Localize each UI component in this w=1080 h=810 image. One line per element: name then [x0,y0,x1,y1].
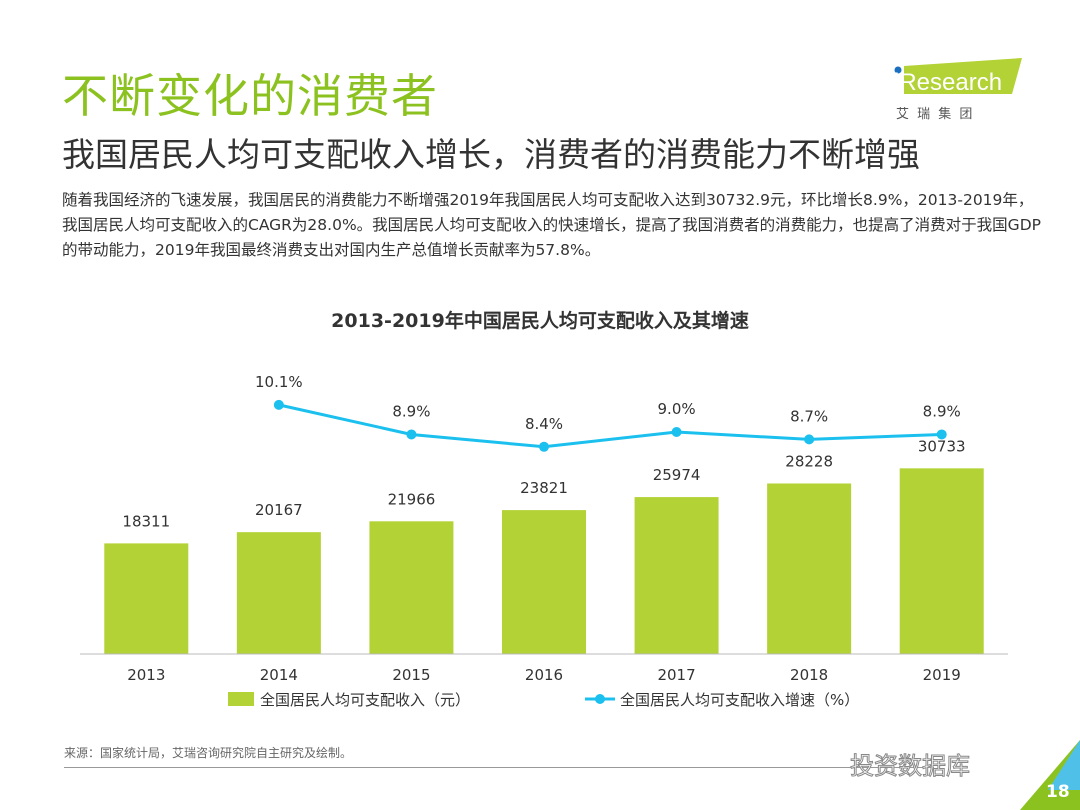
bar-data-label: 28228 [785,452,833,470]
line-data-label: 9.0% [658,400,696,418]
footer-divider [64,767,934,768]
legend-line-marker [595,694,605,704]
legend-bar-swatch [228,692,254,706]
line-point [539,441,549,452]
x-tick-label: 2018 [790,666,828,684]
logo-graphic: iResearch 艾 瑞 集 团 [894,58,1022,122]
bar-data-label: 18311 [122,512,170,530]
x-tick-label: 2015 [392,666,430,684]
bar-data-label: 30733 [918,437,966,455]
x-tick-label: 2017 [657,666,695,684]
line-data-label: 10.1% [255,373,303,391]
legend-bar-label: 全国居民人均可支配收入（元） [260,691,470,709]
bar [236,532,321,654]
x-tick-label: 2014 [260,666,298,684]
line-data-label: 8.9% [392,402,430,420]
line-point [936,429,947,440]
x-tick-label: 2013 [127,666,165,684]
bar [634,497,719,654]
x-tick-label: 2019 [923,666,961,684]
x-tick-label: 2016 [525,666,563,684]
slide-title: 不断变化的消费者 [62,69,438,123]
bar-data-label: 23821 [520,479,568,497]
page-number: 18 [1046,782,1070,802]
bar [899,468,984,654]
bar-data-label: 20167 [255,501,303,519]
line-point [671,427,682,437]
source-note: 来源：国家统计局，艾瑞咨询研究院自主研究及绘制。 [64,746,353,760]
line-point [273,399,284,410]
line-point [804,434,815,445]
line-data-label: 8.4% [525,415,563,433]
bar [767,483,852,654]
bar [104,543,189,654]
iresearch-logo: iResearch 艾 瑞 集 团 [890,58,1030,124]
growth-line [278,403,942,449]
line-data-label: 8.7% [790,407,828,425]
svg-text:iResearch: iResearch [894,69,1002,96]
bar-data-label: 21966 [388,490,436,508]
bar [502,510,586,654]
slide-subtitle: 我国居民人均可支配收入增长，消费者的消费能力不断增强 [62,135,920,174]
bar-data-label: 25974 [653,466,701,484]
watermark: 投资数据库 [850,752,971,781]
bar [369,521,454,654]
line-data-label: 8.9% [923,402,961,420]
svg-text:艾 瑞 集 团: 艾 瑞 集 团 [896,106,974,122]
line-point [406,429,417,440]
chart-title: 2013-2019年中国居民人均可支配收入及其增速 [331,310,749,332]
legend-line-label: 全国居民人均可支配收入增速（%） [620,691,859,709]
description: 随着我国经济的飞速发展，我国居民的消费能力不断增强2019年我国居民人均可支配收… [62,191,1041,259]
